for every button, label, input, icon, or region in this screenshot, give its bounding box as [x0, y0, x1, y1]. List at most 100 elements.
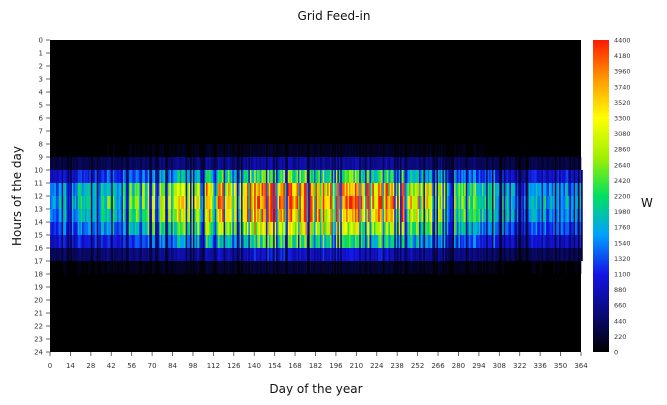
heatmap-cell	[85, 157, 87, 170]
heatmap-cell	[353, 261, 356, 274]
heatmap-cell	[134, 222, 137, 235]
heatmap-cell	[168, 157, 170, 170]
heatmap-cell	[150, 170, 153, 183]
heatmap-cell	[470, 222, 472, 235]
heatmap-cell	[319, 222, 322, 235]
heatmap-cell	[534, 222, 537, 235]
heatmap-cell	[518, 196, 521, 209]
heatmap-cell	[179, 209, 182, 222]
heatmap-cell	[181, 196, 184, 209]
heatmap-cell	[233, 248, 236, 261]
heatmap-cell	[464, 144, 467, 157]
heatmap-cell	[133, 196, 135, 209]
heatmap-cell	[175, 248, 178, 261]
heatmap-cell	[201, 248, 204, 261]
heatmap-cell	[423, 196, 426, 209]
heatmap-cell	[270, 209, 273, 222]
heatmap-cell	[156, 222, 159, 235]
heatmap-cell	[433, 196, 436, 209]
heatmap-cell	[338, 209, 341, 222]
heatmap-cell	[512, 183, 515, 196]
heatmap-cell	[462, 144, 465, 157]
heatmap-cell	[443, 235, 446, 248]
heatmap-cell	[185, 157, 188, 170]
x-tick-label: 224	[370, 362, 384, 370]
heatmap-cell	[529, 170, 532, 183]
heatmap-cell	[322, 235, 325, 248]
heatmap-cell	[105, 222, 108, 235]
heatmap-cell	[468, 183, 471, 196]
heatmap-cell	[573, 170, 576, 183]
heatmap-cell	[293, 144, 296, 157]
heatmap-cell	[292, 157, 294, 170]
heatmap-cell	[343, 170, 345, 183]
heatmap-cell	[369, 209, 372, 222]
heatmap-cell	[360, 209, 363, 222]
heatmap-cell	[392, 209, 395, 222]
heatmap-cell	[172, 196, 175, 209]
heatmap-cell	[106, 235, 109, 248]
heatmap-cell	[480, 209, 483, 222]
heatmap-cell	[562, 157, 564, 170]
x-tick-label: 336	[533, 362, 547, 370]
heatmap-cell	[503, 157, 506, 170]
heatmap-cell	[204, 196, 207, 209]
heatmap-cell	[478, 222, 481, 235]
heatmap-cell	[375, 170, 378, 183]
heatmap-cell	[255, 170, 258, 183]
heatmap-cell	[349, 157, 351, 170]
heatmap-cell	[337, 209, 340, 222]
heatmap-cell	[448, 183, 450, 196]
heatmap-cell	[131, 222, 134, 235]
heatmap-cell	[155, 170, 157, 183]
heatmap-cell	[289, 196, 291, 209]
heatmap-cell	[400, 235, 402, 248]
heatmap-cell	[270, 222, 273, 235]
heatmap-cell	[111, 196, 114, 209]
heatmap-cell	[508, 222, 510, 235]
heatmap-cell	[153, 196, 156, 209]
heatmap-cell	[270, 196, 273, 209]
heatmap-cell	[137, 144, 140, 157]
heatmap-cell	[176, 235, 179, 248]
heatmap-cell	[163, 183, 166, 196]
heatmap-cell	[108, 248, 111, 261]
heatmap-cell	[315, 209, 318, 222]
heatmap-cell	[308, 157, 310, 170]
heatmap-cell	[349, 222, 351, 235]
heatmap-cell	[556, 248, 558, 261]
heatmap-cell	[185, 170, 188, 183]
heatmap-cell	[551, 235, 554, 248]
heatmap-cell	[357, 222, 360, 235]
heatmap-cell	[235, 222, 238, 235]
heatmap-cell	[554, 209, 557, 222]
heatmap-cell	[484, 261, 487, 274]
heatmap-cell	[519, 183, 522, 196]
heatmap-cell	[505, 183, 507, 196]
heatmap-cell	[106, 144, 109, 157]
heatmap-cell	[124, 248, 127, 261]
heatmap-cell	[420, 157, 423, 170]
heatmap-cell	[436, 235, 439, 248]
heatmap-cell	[203, 170, 205, 183]
heatmap-cell	[557, 222, 560, 235]
heatmap-cell	[370, 183, 373, 196]
heatmap-cell	[426, 261, 429, 274]
heatmap-cell	[270, 261, 273, 274]
heatmap-cell	[378, 183, 380, 196]
heatmap-cell	[454, 170, 456, 183]
heatmap-cell	[216, 170, 219, 183]
heatmap-cell	[427, 209, 430, 222]
heatmap-cell	[178, 261, 181, 274]
heatmap-cell	[270, 144, 273, 157]
heatmap-cell	[522, 209, 525, 222]
heatmap-cell	[305, 209, 308, 222]
heatmap-cell	[581, 209, 583, 222]
heatmap-cell	[563, 170, 566, 183]
heatmap-cell	[225, 157, 227, 170]
heatmap-cell	[333, 157, 335, 170]
heatmap-cell	[524, 222, 526, 235]
heatmap-cell	[370, 209, 373, 222]
heatmap-cell	[254, 209, 256, 222]
heatmap-cell	[341, 235, 344, 248]
